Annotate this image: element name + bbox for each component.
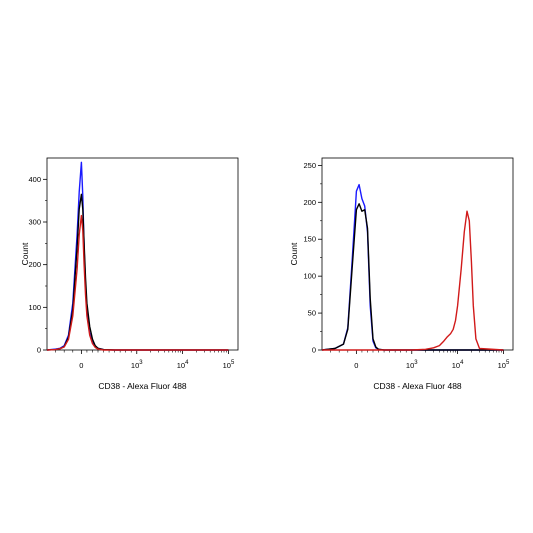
x-axis-title: CD38 - Alexa Fluor 488 — [98, 381, 187, 391]
x-tick-exponent: 3 — [414, 360, 418, 366]
y-tick-label: 250 — [303, 161, 316, 170]
x-tick-label: 103 — [131, 360, 143, 370]
y-axis-title: Count — [20, 242, 30, 265]
histogram-series-line — [321, 183, 504, 351]
x-tick-label: 104 — [177, 360, 189, 370]
histogram-series-line — [46, 161, 229, 351]
x-tick-label: 0 — [354, 361, 358, 370]
x-tick-label: 105 — [498, 360, 510, 370]
y-tick-label: 0 — [37, 346, 41, 355]
x-tick-exponent: 4 — [185, 360, 189, 366]
y-tick-label: 150 — [303, 235, 316, 244]
y-tick-label: 0 — [312, 346, 316, 355]
x-tick-label: 105 — [223, 360, 235, 370]
y-tick-label: 200 — [303, 198, 316, 207]
x-tick-exponent: 3 — [139, 360, 143, 366]
x-tick-label: 104 — [452, 360, 464, 370]
y-tick-label: 400 — [28, 175, 41, 184]
x-axis-title: CD38 - Alexa Fluor 488 — [373, 381, 462, 391]
x-tick-exponent: 5 — [231, 360, 235, 366]
y-tick-label: 50 — [308, 309, 316, 318]
histogram-panel-left: 0 100 200 300 400 0 103 104 105 CD38 - Alexa Fluo… — [20, 157, 239, 391]
y-axis-title: Count — [289, 242, 299, 265]
histogram-series-line — [46, 214, 229, 351]
plot-frame — [321, 157, 514, 351]
y-tick-label: 100 — [28, 303, 41, 312]
x-tick-exponent: 5 — [506, 360, 510, 366]
histogram-panel-right: 0 50 100 150 200 250 0 103 104 105 CD38 - Alexa Fl… — [289, 157, 514, 391]
histogram-series-line — [322, 210, 504, 351]
y-tick-label: 300 — [28, 218, 41, 227]
y-tick-label: 100 — [303, 272, 316, 281]
histogram-series-line — [321, 203, 504, 351]
x-tick-label: 0 — [79, 361, 83, 370]
x-tick-exponent: 4 — [460, 360, 464, 366]
y-tick-label: 200 — [28, 260, 41, 269]
x-tick-label: 103 — [406, 360, 418, 370]
